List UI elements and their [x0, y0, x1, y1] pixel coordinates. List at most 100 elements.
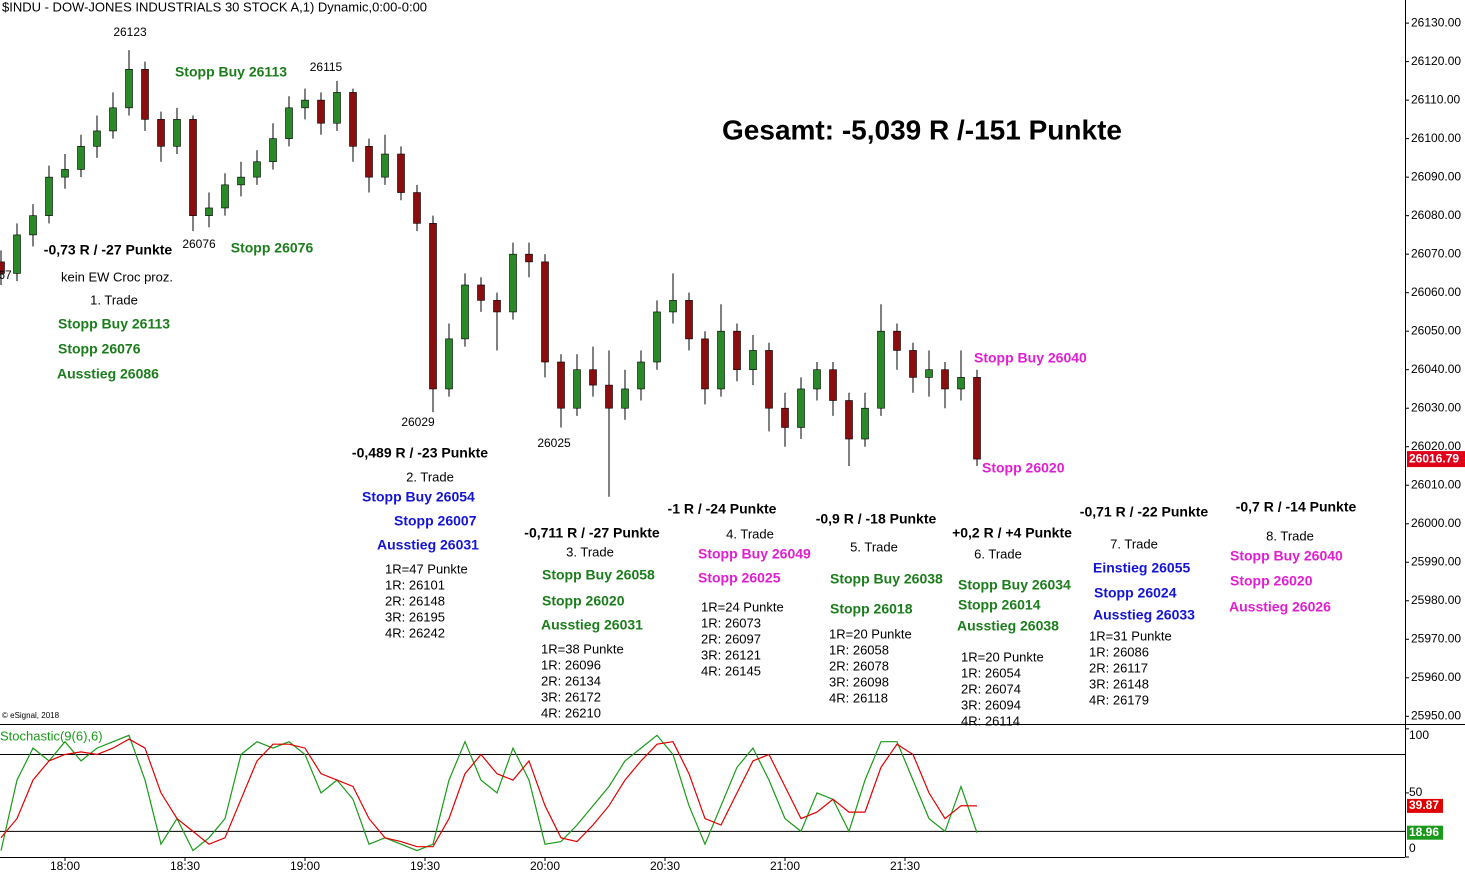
annotation: 26123	[113, 25, 147, 39]
last-value-label: 39.87	[1409, 798, 1439, 812]
annotation: +0,2 R / +4 Punkte	[952, 525, 1072, 541]
candle-body	[637, 361, 645, 390]
candle-body	[349, 92, 357, 147]
annotation: 3R: 26121	[701, 647, 761, 662]
y-tick-label: 50	[1409, 785, 1423, 799]
candle-body	[669, 300, 677, 313]
candle-body	[973, 377, 981, 460]
candle-body	[477, 284, 485, 301]
annotation: Stopp 26076	[58, 341, 141, 357]
y-tick-label: 26030.00	[1411, 400, 1461, 414]
candle-body	[733, 330, 741, 371]
candle-body	[253, 161, 261, 178]
annotation: Stopp Buy 26038	[830, 571, 943, 587]
y-tick-label: 26120.00	[1411, 54, 1461, 68]
candle-body	[701, 338, 709, 390]
annotation: Stopp 26007	[394, 513, 477, 529]
annotation: 1R=20 Punkte	[829, 626, 912, 641]
annotation: Stopp Buy 26113	[58, 316, 170, 332]
candle-body	[189, 119, 197, 216]
y-tick-label: 25990.00	[1411, 554, 1461, 568]
last-value-box	[1407, 798, 1443, 813]
annotation: Stopp Buy 26034	[958, 577, 1071, 593]
annotation: 1R=20 Punkte	[961, 649, 1044, 664]
annotation: 1R: 26096	[541, 657, 601, 672]
annotation: 1R=38 Punkte	[541, 641, 624, 656]
annotation: Stopp 26020	[982, 460, 1065, 476]
annotation: 1R=24 Punkte	[701, 599, 784, 614]
candle-body	[653, 311, 661, 363]
y-tick-label: 26040.00	[1411, 362, 1461, 376]
candle-body	[173, 119, 181, 147]
annotation: Stopp Buy 26040	[1230, 548, 1343, 564]
x-tick-label: 18:00	[50, 859, 80, 873]
annotation: 26076	[182, 237, 216, 251]
annotation: 67	[0, 268, 12, 282]
y-tick-label: 26000.00	[1411, 516, 1461, 530]
y-tick-label: 26080.00	[1411, 208, 1461, 222]
annotation: 1R: 26054	[961, 665, 1021, 680]
annotation: -0,73 R / -27 Punkte	[44, 242, 173, 258]
candle-body	[525, 253, 533, 263]
candle-body	[573, 369, 581, 409]
candle-body	[893, 330, 901, 351]
annotation: Stopp 26024	[1094, 585, 1177, 601]
y-tick-label: 25960.00	[1411, 670, 1461, 684]
y-tick-label: 26020.00	[1411, 439, 1461, 453]
x-tick-label: 20:00	[530, 859, 560, 873]
annotation: Stopp Buy 26058	[542, 567, 655, 583]
annotation: Ausstieg 26031	[377, 537, 479, 553]
annotation: 1R: 26101	[385, 577, 445, 592]
x-tick-label: 21:30	[890, 859, 920, 873]
candle-body	[509, 253, 517, 313]
candle-body	[61, 169, 69, 178]
candle-body	[957, 377, 965, 390]
annotation: Gesamt: -5,039 R /-151 Punkte	[722, 114, 1122, 145]
candle-body	[0, 261, 5, 274]
candle-body	[877, 330, 885, 409]
candle-body	[461, 284, 469, 340]
annotation: 3R: 26098	[829, 674, 889, 689]
candle-body	[765, 350, 773, 409]
annotation: 26025	[537, 436, 571, 450]
candle-body	[845, 400, 853, 440]
candle-body	[397, 153, 405, 193]
candle-body	[141, 69, 149, 120]
candle-body	[813, 369, 821, 390]
annotation: -1 R / -24 Punkte	[668, 501, 777, 517]
candle-body	[941, 369, 949, 390]
last-value-label: 18.96	[1409, 825, 1439, 839]
annotation: 3R: 26148	[1089, 676, 1149, 691]
candle-body	[157, 119, 165, 147]
annotation: Einstieg 26055	[1093, 560, 1190, 576]
last-value-box	[1407, 825, 1443, 840]
candle-body	[285, 107, 293, 139]
annotation: Stopp Buy 26049	[698, 546, 811, 562]
y-tick-label: 26060.00	[1411, 285, 1461, 299]
annotation: 1R: 26058	[829, 642, 889, 657]
y-tick-label: 25980.00	[1411, 593, 1461, 607]
annotation: 7. Trade	[1110, 536, 1158, 551]
annotation: 1R: 26086	[1089, 644, 1149, 659]
y-tick-label: 0	[1409, 841, 1416, 855]
annotation: Ausstieg 26026	[1229, 599, 1331, 615]
annotation: 2R: 26097	[701, 631, 761, 646]
annotation: 3. Trade	[566, 544, 614, 559]
annotation: Ausstieg 26031	[541, 617, 643, 633]
annotation: 4. Trade	[726, 526, 774, 541]
annotation: 2R: 26148	[385, 593, 445, 608]
y-tick-label: 26090.00	[1411, 169, 1461, 183]
x-tick-label: 19:00	[290, 859, 320, 873]
candle-body	[909, 350, 917, 378]
annotation: 2R: 26078	[829, 658, 889, 673]
x-tick-label: 18:30	[170, 859, 200, 873]
y-tick-label: 100	[1409, 728, 1429, 742]
annotation: 5. Trade	[850, 539, 898, 554]
candle-body	[541, 261, 549, 363]
candle-body	[13, 234, 21, 274]
annotation: 26115	[310, 60, 343, 74]
annotation: 4R: 26118	[829, 690, 888, 705]
candle-body	[93, 130, 101, 147]
y-tick-label: 26130.00	[1411, 15, 1461, 29]
